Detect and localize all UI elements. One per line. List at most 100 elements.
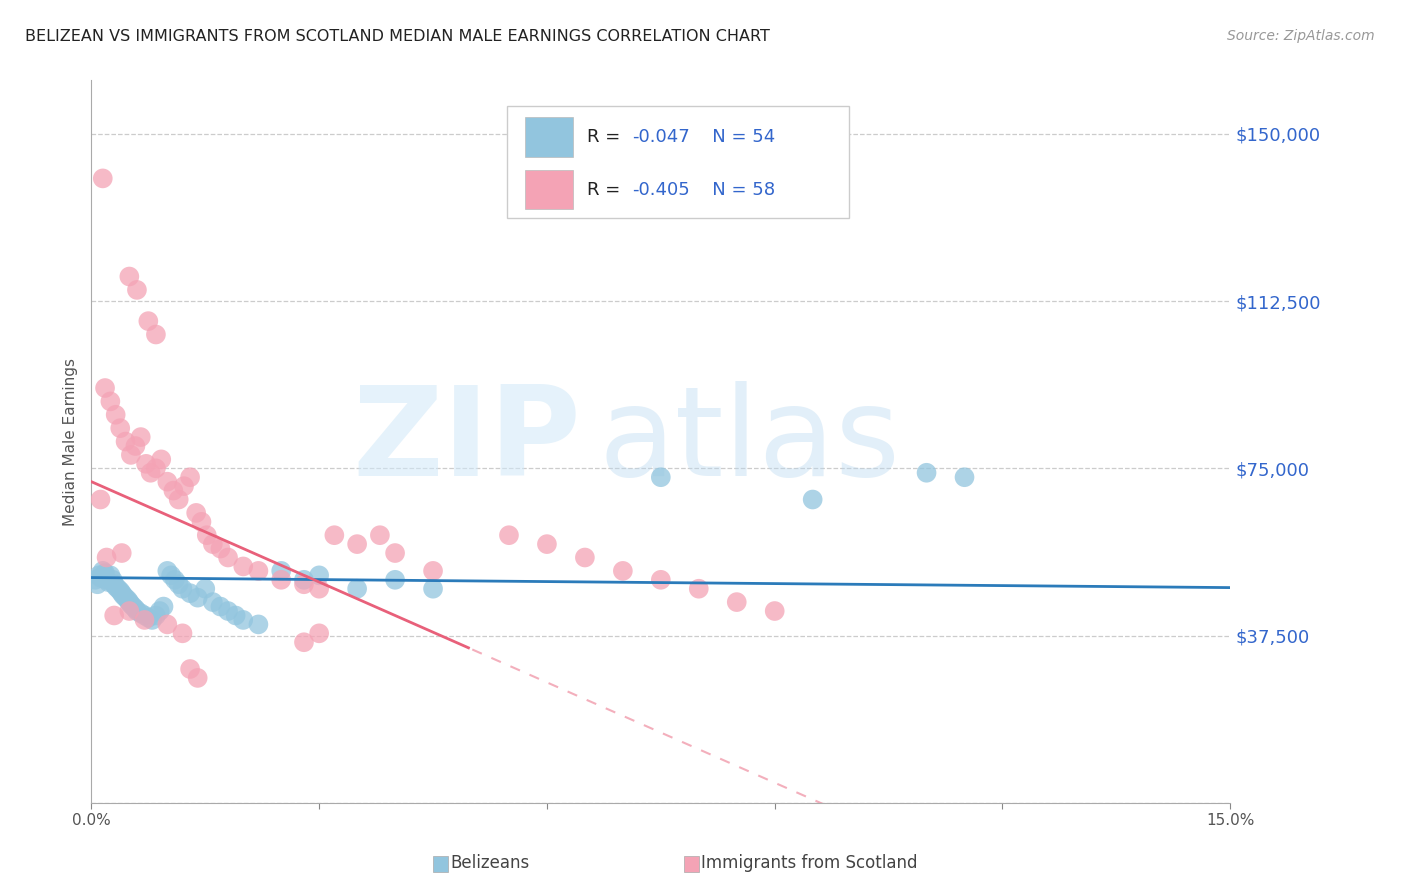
- Text: Belizeans: Belizeans: [450, 855, 530, 872]
- Point: [801, 492, 824, 507]
- Point: [156, 564, 179, 578]
- Point: [156, 617, 179, 632]
- Point: [139, 466, 162, 480]
- Point: [162, 483, 184, 498]
- Point: [89, 492, 111, 507]
- Bar: [683, 856, 699, 872]
- Point: [120, 448, 142, 462]
- Bar: [526, 117, 574, 157]
- Point: [156, 475, 179, 489]
- Point: [152, 599, 174, 614]
- Point: [103, 577, 125, 591]
- Point: [141, 613, 163, 627]
- Point: [498, 528, 520, 542]
- Point: [612, 564, 634, 578]
- Point: [84, 573, 107, 587]
- Point: [308, 568, 330, 582]
- Point: [173, 479, 195, 493]
- Point: [150, 452, 173, 467]
- Point: [217, 550, 239, 565]
- Point: [91, 564, 114, 578]
- Point: [232, 613, 254, 627]
- Point: [107, 582, 129, 596]
- Point: [209, 599, 232, 614]
- Point: [187, 671, 209, 685]
- Point: [179, 470, 201, 484]
- Text: R =: R =: [586, 180, 626, 199]
- Bar: [433, 856, 449, 872]
- Point: [104, 408, 127, 422]
- Point: [194, 582, 217, 596]
- Point: [129, 430, 152, 444]
- Point: [217, 604, 239, 618]
- FancyBboxPatch shape: [508, 105, 849, 218]
- Point: [650, 470, 672, 484]
- Point: [953, 470, 976, 484]
- Point: [96, 550, 118, 565]
- Point: [122, 599, 145, 614]
- Point: [186, 506, 208, 520]
- Point: [125, 604, 148, 618]
- Text: N = 54: N = 54: [695, 128, 775, 146]
- Point: [89, 571, 111, 585]
- Point: [323, 528, 346, 542]
- Point: [111, 586, 134, 600]
- Point: [232, 559, 254, 574]
- Point: [270, 564, 292, 578]
- Text: BELIZEAN VS IMMIGRANTS FROM SCOTLAND MEDIAN MALE EARNINGS CORRELATION CHART: BELIZEAN VS IMMIGRANTS FROM SCOTLAND MED…: [25, 29, 770, 44]
- Point: [94, 381, 117, 395]
- Point: [124, 439, 146, 453]
- Point: [384, 546, 406, 560]
- Point: [209, 541, 232, 556]
- Point: [138, 611, 160, 625]
- Text: Source: ZipAtlas.com: Source: ZipAtlas.com: [1227, 29, 1375, 43]
- Point: [134, 613, 156, 627]
- Point: [112, 589, 135, 603]
- Point: [111, 546, 134, 560]
- Point: [915, 466, 938, 480]
- Point: [536, 537, 558, 551]
- Text: -0.047: -0.047: [633, 128, 690, 146]
- Point: [138, 314, 160, 328]
- Point: [346, 537, 368, 551]
- Point: [201, 595, 224, 609]
- Point: [101, 573, 124, 587]
- Point: [135, 457, 157, 471]
- Point: [368, 528, 391, 542]
- Point: [422, 582, 444, 596]
- Point: [145, 461, 167, 475]
- Point: [86, 577, 108, 591]
- Point: [225, 608, 247, 623]
- Point: [179, 586, 201, 600]
- Point: [292, 635, 315, 649]
- Point: [96, 573, 118, 587]
- Point: [114, 591, 136, 605]
- Point: [187, 591, 209, 605]
- Point: [114, 434, 136, 449]
- Point: [87, 568, 110, 582]
- Point: [125, 283, 148, 297]
- Point: [118, 269, 141, 284]
- Point: [172, 582, 194, 596]
- Point: [167, 577, 190, 591]
- Point: [160, 568, 183, 582]
- Point: [195, 528, 218, 542]
- Point: [190, 515, 212, 529]
- Point: [124, 602, 146, 616]
- Point: [129, 607, 152, 621]
- Point: [422, 564, 444, 578]
- Text: N = 58: N = 58: [695, 180, 775, 199]
- Point: [145, 327, 167, 342]
- Point: [167, 492, 190, 507]
- Point: [346, 582, 368, 596]
- Text: -0.405: -0.405: [633, 180, 690, 199]
- Point: [172, 626, 194, 640]
- Y-axis label: Median Male Earnings: Median Male Earnings: [62, 358, 77, 525]
- Point: [103, 608, 125, 623]
- Point: [725, 595, 748, 609]
- Point: [149, 604, 172, 618]
- Point: [688, 582, 710, 596]
- Point: [384, 573, 406, 587]
- Point: [91, 171, 114, 186]
- Text: Immigrants from Scotland: Immigrants from Scotland: [702, 855, 918, 872]
